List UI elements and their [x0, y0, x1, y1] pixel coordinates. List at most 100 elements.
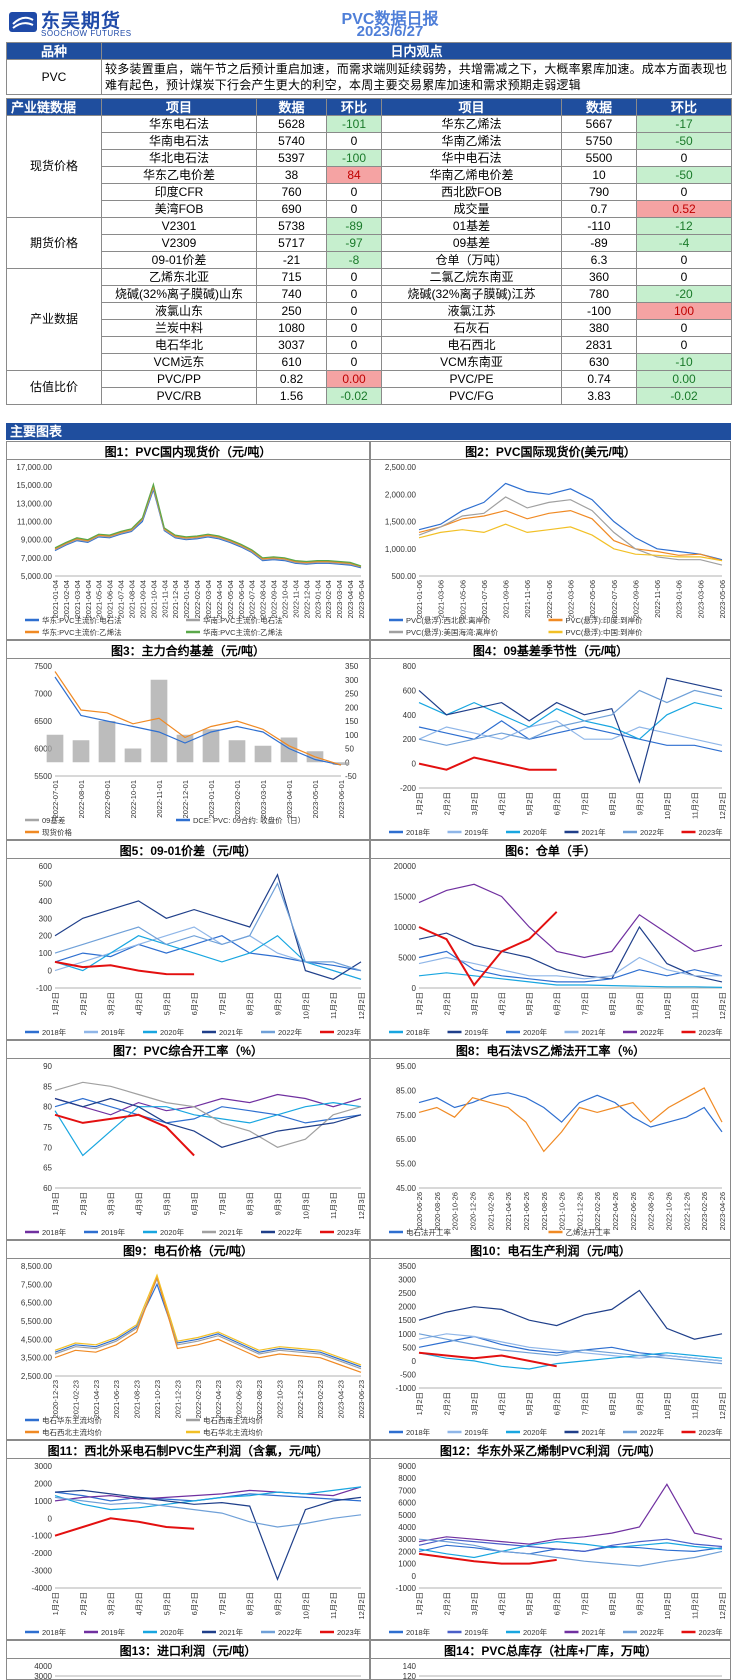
y-tick-label: 4000: [34, 1662, 52, 1671]
item-change: 0: [636, 149, 732, 167]
item-name: 成交量: [381, 200, 562, 218]
x-tick-label: 3月2日: [470, 992, 479, 1015]
table-row: 期货价格 V2301 5738 -89 01基差 -110 -12: [6, 217, 732, 269]
y-tick-label: 7500: [34, 662, 52, 671]
x-tick-label: 2022-01-06: [545, 580, 554, 618]
y-tick-label: 500.00: [392, 572, 417, 581]
x-tick-label: 9月2日: [635, 792, 644, 815]
item-change: 0.00: [636, 370, 732, 388]
table-row: 估值比价 PVC/PP 0.82 0.00 PVC/PE 0.74 0.00: [6, 370, 732, 405]
y-tick-label: 15000: [394, 893, 417, 902]
logo-english-name: SOOCHOW FUTURES: [41, 29, 132, 38]
chart-title-row: 图14：PVC总库存（社库+厂库，万吨）: [371, 1641, 730, 1659]
bar-mark: [124, 748, 142, 763]
item-change: 0: [326, 353, 382, 371]
x-tick-label: 2021-02-23: [71, 1380, 80, 1418]
x-tick-label: 2023-05-01: [311, 780, 320, 818]
table-header-1: 项目: [101, 98, 257, 116]
series-line: [418, 911, 558, 987]
y-tick-label: 55.00: [396, 1160, 417, 1169]
table-row: PVC/RB 1.56 -0.02 PVC/FG 3.83 -0.02: [7, 387, 732, 405]
x-tick-label: 8月2日: [608, 1592, 617, 1615]
legend-label: 2022年: [278, 1227, 303, 1237]
x-tick-label: 2022-12-04: [302, 580, 311, 618]
bar-mark: [280, 737, 298, 763]
x-tick-label: 6月2日: [553, 992, 562, 1015]
chart-title-row: 图7：PVC综合开工率（%）: [7, 1041, 369, 1059]
item-value: 690: [256, 200, 327, 218]
series-line: [54, 1093, 362, 1116]
chart-panel: 图3：主力合约基差（元/吨） 7500 7000 6500 6000 5500 350 300…: [6, 640, 370, 840]
group-label: 产业数据: [6, 268, 102, 371]
legend-label: PVC(悬浮):西北欧:离岸价: [406, 615, 491, 625]
y-tick-label: 6000: [398, 1499, 416, 1508]
chart-svg: 9000 8000 7000 6000 5000 4000 3000 2000 1000 0 -10…: [389, 1462, 727, 1637]
series-line: [418, 956, 722, 980]
x-tick-label: 4月2日: [498, 792, 507, 815]
x-tick-label: 2022-08-04: [259, 580, 268, 618]
group-label: 现货价格: [6, 115, 102, 218]
series-line: [418, 950, 723, 983]
table-row: 液氯山东 250 0 液氯江苏 -100 100: [7, 302, 732, 320]
x-tick-label: 2022-10-23: [275, 1380, 284, 1418]
series-line: [418, 1092, 723, 1133]
item-change: 0: [326, 285, 382, 303]
series-line: [54, 482, 362, 567]
series-line: [54, 1097, 362, 1124]
legend-label: 电石西北主流均价: [42, 1427, 102, 1437]
y-tick-label: 1500: [398, 1316, 416, 1325]
table-header-6: 环比: [636, 98, 732, 116]
y2-tick-label: 100: [345, 731, 359, 740]
item-change: 0: [326, 132, 382, 150]
item-name: 兰炭中料: [101, 319, 257, 337]
x-tick-label: 2022-08-01: [77, 780, 86, 818]
x-tick-label: 2022-10-01: [129, 780, 138, 818]
x-tick-label: 2022-11-04: [291, 580, 300, 618]
series-line: [418, 677, 723, 784]
item-change: 0.52: [636, 200, 732, 218]
chart-title: 图11：西北外采电石制PVC生产利润（含氯，元/吨）: [47, 1444, 329, 1458]
x-tick-label: 8月2日: [608, 992, 617, 1015]
legend-label: 电石西南主流均价: [203, 1415, 263, 1425]
chart-title-row: 图9：电石价格（元/吨）: [7, 1241, 369, 1259]
chart-title: 图7：PVC综合开工率（%）: [112, 1044, 264, 1058]
x-tick-label: 2023-03-04: [335, 580, 344, 618]
table-header-2: 数据: [256, 98, 327, 116]
y-tick-label: 3000: [398, 1535, 416, 1544]
series-line: [418, 1538, 723, 1567]
legend-label: 2019年: [465, 1027, 490, 1037]
table-row: 华东乙电价差 38 84 华南乙烯电价差 10 -50: [7, 166, 732, 184]
x-tick-label: 2022-05-04: [226, 580, 235, 618]
x-tick-label: 4月2日: [134, 992, 143, 1015]
x-tick-label: 1月2日: [51, 992, 60, 1015]
y-tick-label: 8,500.00: [21, 1262, 53, 1271]
x-tick-label: 4月2日: [498, 992, 507, 1015]
y-tick-label: 9000: [398, 1462, 416, 1471]
x-tick-label: 2022-09-01: [103, 780, 112, 818]
y-tick-label: 80: [43, 1103, 52, 1112]
legend-label: 09基差: [42, 815, 66, 825]
x-tick-label: 2021-01-04: [51, 580, 60, 618]
y-tick-label: 65: [43, 1164, 52, 1173]
x-tick-label: 2022-08-26: [647, 1192, 656, 1230]
item-value: 380: [561, 319, 637, 337]
legend-label: 2019年: [465, 827, 490, 837]
legend-label: 2023年: [337, 1227, 362, 1237]
x-tick-label: 1月2日: [415, 1592, 424, 1615]
x-tick-label: 2021-08-26: [540, 1192, 549, 1230]
x-tick-label: 6月2日: [553, 1392, 562, 1415]
report-date: 2023/6/27: [356, 23, 424, 40]
chart-panel: 图10：电石生产利润（元/吨） 3500 3000 2500 2000 1500 1000 5…: [370, 1240, 731, 1440]
item-name: 01基差: [381, 217, 562, 235]
x-tick-label: 2022-04-26: [611, 1192, 620, 1230]
item-name: 液氯山东: [101, 302, 257, 320]
series-line: [54, 487, 362, 569]
y-tick-label: 1000: [398, 1330, 416, 1339]
item-value: -21: [256, 251, 327, 269]
x-tick-label: 11月2日: [329, 992, 338, 1019]
y-tick-label: 5,500.00: [21, 1317, 53, 1326]
y-tick-label: 500: [403, 1343, 417, 1352]
